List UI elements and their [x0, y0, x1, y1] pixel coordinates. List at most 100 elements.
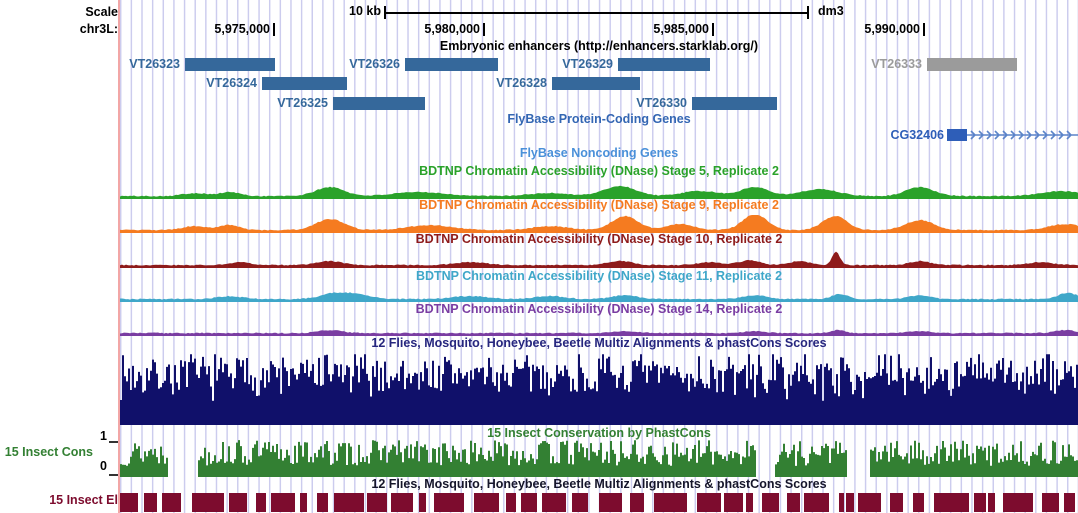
coordinate-tick-label: 5,990,000 [864, 22, 920, 36]
gene-label[interactable]: CG32406 [890, 128, 944, 142]
conserved-element-block[interactable] [654, 493, 687, 512]
conserved-element-block[interactable] [419, 493, 426, 512]
conserved-element-block[interactable] [858, 493, 881, 512]
scale-ruler-right-tick [807, 6, 809, 19]
conserved-element-block[interactable] [391, 493, 413, 512]
conserved-element-block[interactable] [697, 493, 721, 512]
conserved-element-block[interactable] [192, 493, 224, 512]
bdtnp-wiggle-plot[interactable] [120, 284, 1078, 302]
phastcons-wiggle-plot[interactable] [120, 440, 1078, 477]
left-edge-marker-line [118, 0, 120, 513]
insect-elements-left-label[interactable]: 15 Insect El [49, 493, 118, 507]
enhancer-bar[interactable] [333, 97, 425, 110]
conserved-element-block[interactable] [746, 493, 753, 512]
enhancer-label[interactable]: VT26326 [349, 57, 400, 71]
conserved-element-block[interactable] [974, 493, 986, 512]
coordinate-tick-label: 5,985,000 [653, 22, 709, 36]
multiz-density-plot[interactable] [120, 352, 1078, 425]
conserved-element-block[interactable] [334, 493, 364, 512]
phastcons-axis-min: 0 [100, 459, 107, 473]
ruler-length-label: 10 kb [349, 4, 381, 18]
coordinate-tick-mark [923, 23, 925, 36]
protein-coding-track-title[interactable]: FlyBase Protein-Coding Genes [507, 112, 691, 126]
conserved-element-block[interactable] [162, 493, 181, 512]
bdtnp-track-title[interactable]: BDTNP Chromatin Accessibility (DNase) St… [415, 302, 783, 316]
conserved-element-block[interactable] [913, 493, 924, 512]
enhancer-bar[interactable] [552, 77, 640, 90]
bdtnp-track-title[interactable]: BDTNP Chromatin Accessibility (DNase) St… [419, 198, 779, 212]
conserved-element-block[interactable] [572, 493, 588, 512]
conserved-element-block[interactable] [317, 493, 328, 512]
conserved-element-block[interactable] [521, 493, 537, 512]
multiz-track-title-repeat[interactable]: 12 Flies, Mosquito, Honeybee, Beetle Mul… [371, 477, 827, 491]
conserved-element-block[interactable] [144, 493, 157, 512]
conserved-element-block[interactable] [120, 493, 138, 512]
enhancer-track-title[interactable]: Embryonic enhancers (http://enhancers.st… [439, 39, 759, 53]
coordinate-tick-label: 5,975,000 [214, 22, 270, 36]
conserved-element-block[interactable] [256, 493, 266, 512]
enhancer-bar[interactable] [692, 97, 777, 110]
phastcons-axis-max-tick [109, 441, 118, 443]
noncoding-track-title[interactable]: FlyBase Noncoding Genes [519, 146, 679, 160]
conserved-element-block[interactable] [599, 493, 622, 512]
conserved-element-block[interactable] [229, 493, 247, 512]
conserved-element-block[interactable] [474, 493, 499, 512]
bdtnp-wiggle-plot[interactable] [120, 181, 1078, 199]
conserved-elements-blocks[interactable] [120, 492, 1078, 513]
phastcons-track-title[interactable]: 15 Insect Conservation by PhastCons [487, 426, 711, 440]
enhancer-label[interactable]: VT26324 [206, 76, 257, 90]
conserved-element-block[interactable] [934, 493, 969, 512]
conserved-element-block[interactable] [1003, 493, 1033, 512]
bdtnp-wiggle-plot[interactable] [120, 318, 1078, 336]
phastcons-axis-max: 1 [100, 429, 107, 443]
conserved-element-block[interactable] [839, 493, 844, 512]
bdtnp-track-title[interactable]: BDTNP Chromatin Accessibility (DNase) St… [415, 269, 783, 283]
enhancer-label[interactable]: VT26330 [636, 96, 687, 110]
conserved-element-block[interactable] [271, 493, 295, 512]
enhancer-label[interactable]: VT26329 [562, 57, 613, 71]
conserved-element-block[interactable] [846, 493, 854, 512]
gene-intron-arrows[interactable] [967, 128, 1078, 142]
conserved-element-block[interactable] [804, 493, 829, 512]
enhancer-bar[interactable] [927, 58, 1017, 71]
enhancer-label[interactable]: VT26325 [277, 96, 328, 110]
coordinate-tick-mark [483, 23, 485, 36]
enhancer-bar[interactable] [262, 77, 347, 90]
conserved-element-block[interactable] [300, 493, 307, 512]
conserved-element-block[interactable] [787, 493, 800, 512]
conserved-element-block[interactable] [367, 493, 387, 512]
enhancer-label[interactable]: VT26323 [129, 57, 180, 71]
scale-label: Scale [85, 5, 118, 19]
conserved-element-block[interactable] [434, 493, 464, 512]
enhancer-bar[interactable] [185, 58, 275, 71]
phastcons-axis-min-tick [109, 474, 118, 476]
conserved-element-block[interactable] [1042, 493, 1059, 512]
enhancer-bar[interactable] [405, 58, 498, 71]
bdtnp-track-title[interactable]: BDTNP Chromatin Accessibility (DNase) St… [415, 232, 783, 246]
phastcons-left-label[interactable]: 15 Insect Cons [4, 445, 93, 459]
assembly-label: dm3 [818, 4, 844, 18]
gene-exon-box[interactable] [947, 129, 967, 141]
bdtnp-wiggle-plot[interactable] [120, 215, 1078, 233]
chromosome-label: chr3L: [79, 22, 118, 36]
conserved-element-block[interactable] [506, 493, 516, 512]
enhancer-label[interactable]: VT26333 [871, 57, 922, 71]
bdtnp-wiggle-plot[interactable] [120, 250, 1078, 268]
conserved-element-block[interactable] [1064, 493, 1075, 512]
conserved-element-block[interactable] [542, 493, 566, 512]
enhancer-label[interactable]: VT26328 [496, 76, 547, 90]
multiz-track-title[interactable]: 12 Flies, Mosquito, Honeybee, Beetle Mul… [371, 336, 827, 350]
conserved-element-block[interactable] [890, 493, 903, 512]
conserved-element-block[interactable] [724, 493, 743, 512]
coordinate-tick-mark [712, 23, 714, 36]
bdtnp-track-title[interactable]: BDTNP Chromatin Accessibility (DNase) St… [419, 164, 779, 178]
conserved-element-block[interactable] [762, 493, 779, 512]
coordinate-tick-label: 5,980,000 [424, 22, 480, 36]
coordinate-tick-mark [273, 23, 275, 36]
conserved-element-block[interactable] [630, 493, 644, 512]
conserved-element-block[interactable] [988, 493, 995, 512]
scale-ruler-line [385, 12, 808, 14]
scale-ruler-left-tick [384, 6, 386, 19]
enhancer-bar[interactable] [618, 58, 710, 71]
